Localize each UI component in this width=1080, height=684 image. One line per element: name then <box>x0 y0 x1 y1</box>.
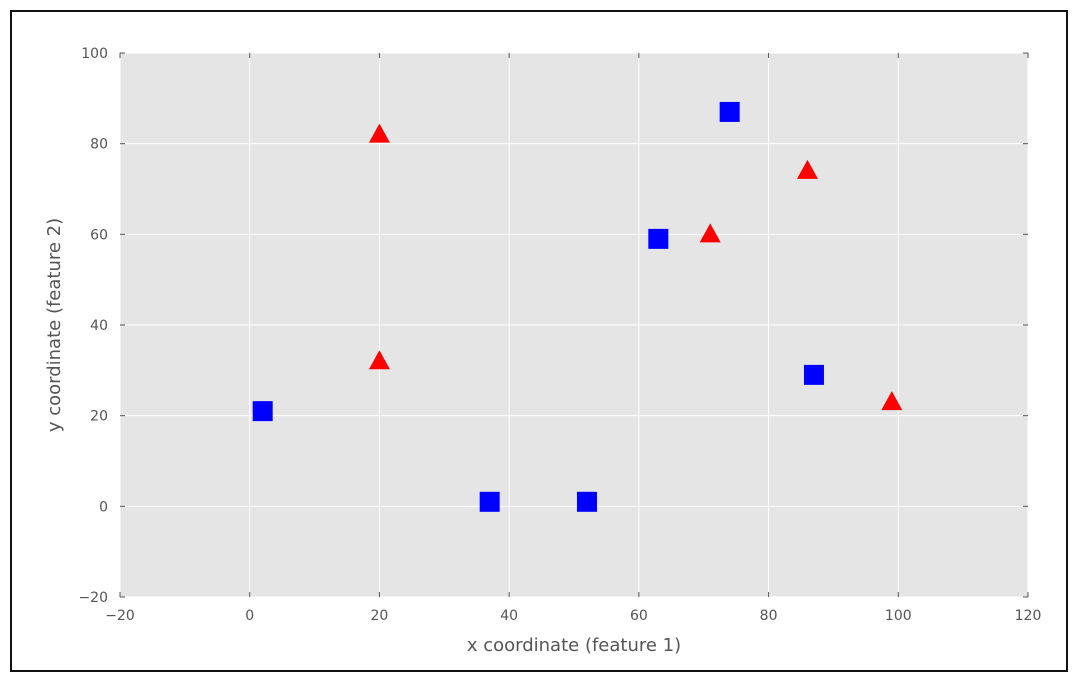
triangle-marker <box>881 391 903 411</box>
y-tick-label: 0 <box>99 499 108 515</box>
triangle-marker <box>796 159 818 179</box>
axis-ticks <box>119 52 1029 598</box>
y-axis-label: y coordinate (feature 2) <box>44 218 65 432</box>
y-tick-label: 40 <box>90 318 108 334</box>
square-marker <box>719 101 740 122</box>
y-tick-label: 20 <box>90 409 108 425</box>
triangle-marker <box>368 123 390 143</box>
x-tick-label: 40 <box>500 608 518 624</box>
x-tick-label: 80 <box>760 608 778 624</box>
y-tick-labels: −20 0 20 40 60 80 100 <box>78 46 108 606</box>
square-marker <box>648 228 669 249</box>
y-tick-label: 100 <box>81 46 108 62</box>
square-marker <box>576 491 597 512</box>
y-tick-label: 60 <box>90 227 108 243</box>
x-tick-labels: −20 0 20 40 60 80 100 120 <box>105 608 1041 624</box>
y-tick-label: 80 <box>90 137 108 153</box>
x-tick-label: 20 <box>371 608 389 624</box>
x-axis-label: x coordinate (feature 1) <box>467 635 681 656</box>
x-tick-label: 60 <box>630 608 648 624</box>
square-marker <box>252 401 273 422</box>
x-tick-label: 120 <box>1015 608 1042 624</box>
y-tick-label: −20 <box>78 590 108 606</box>
x-tick-label: 100 <box>885 608 912 624</box>
triangle-marker <box>368 350 390 370</box>
square-marker <box>479 491 500 512</box>
triangle-marker <box>699 223 721 243</box>
data-markers <box>252 101 903 512</box>
x-tick-label: −20 <box>105 608 135 624</box>
x-tick-label: 0 <box>245 608 254 624</box>
square-marker <box>803 364 824 385</box>
